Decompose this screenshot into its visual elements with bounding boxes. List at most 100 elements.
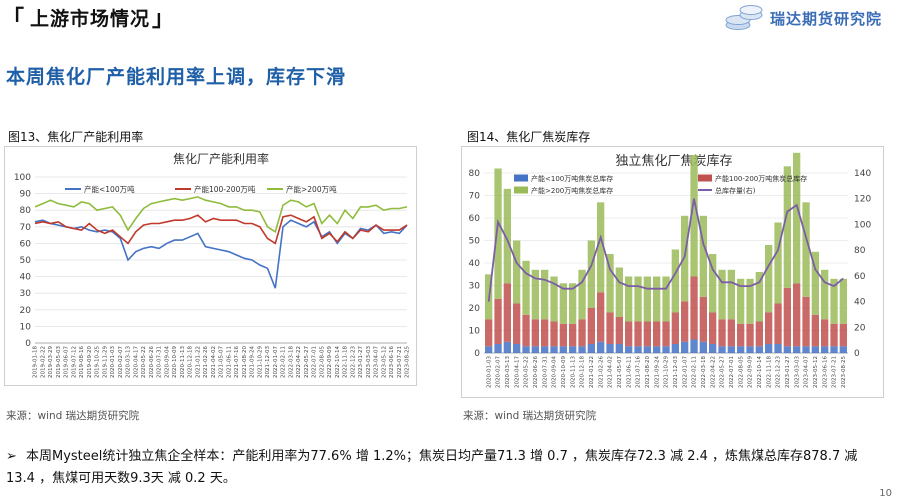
bar-2	[774, 303, 782, 344]
bar-3	[830, 278, 838, 324]
x-tick-label: 2022-11-18	[343, 346, 349, 378]
figure-14-caption: 图14、焦化厂焦炭库存	[467, 130, 591, 144]
x-tick-label: 2020-10-09	[172, 346, 178, 378]
x-tick-label: 2021-02-26	[203, 346, 209, 378]
legend-label: 产能<100万吨焦炭总库存	[531, 174, 613, 183]
bar-2	[709, 312, 717, 344]
bar-2	[671, 312, 679, 344]
company-logo: 瑞达期货研究院	[724, 4, 882, 32]
y-tick-label: 10	[469, 327, 481, 337]
bar-2	[821, 319, 829, 347]
x-tick-label: 2020-03-13	[505, 356, 511, 388]
bar-3	[709, 254, 717, 313]
x-tick-label: 2022-09-09	[327, 346, 333, 378]
bar-1	[765, 344, 773, 353]
bar-3	[746, 278, 754, 324]
y-tick-label: 70	[469, 192, 481, 202]
y-tick-label: 40	[20, 273, 32, 283]
y-tick-label: 50	[20, 256, 32, 266]
summary-text: 本周Mysteel统计独立焦企全样本：产能利用率为77.6% 增 1.2%；焦炭…	[6, 449, 858, 486]
x-tick-label: 2019-07-12	[71, 346, 77, 378]
chart-title: 独立焦化厂焦炭库存	[615, 153, 732, 169]
bar-2	[755, 321, 763, 347]
bar-3	[727, 269, 735, 320]
title-bracket: 「	[2, 7, 25, 32]
figure-13-source: 来源：wind 瑞达期货研究院	[6, 410, 140, 422]
bar-2	[485, 319, 493, 347]
bar-1	[485, 346, 493, 354]
bar-3	[737, 278, 745, 324]
x-tick-label: 2020-05-22	[524, 356, 530, 388]
logo-text: 瑞达期货研究院	[769, 9, 882, 28]
bar-2	[699, 296, 707, 342]
bar-1	[578, 346, 586, 354]
bar-3	[606, 254, 614, 313]
bar-2	[597, 292, 605, 342]
bar-1	[662, 346, 670, 354]
bar-3	[671, 249, 679, 313]
bar-1	[494, 344, 502, 353]
bar-3	[643, 276, 651, 322]
bar-3	[681, 215, 689, 302]
x-tick-label: 2020-01-03	[486, 356, 492, 388]
bar-2	[681, 301, 689, 342]
x-tick-label: 2022-07-01	[729, 356, 735, 388]
x-tick-label: 2020-11-13	[570, 356, 576, 388]
coke-inventory-chart: 独立焦化厂焦炭库存 0 10 20 30 40 50 60 70 80 0 20 40 60 80 100 12…	[469, 152, 871, 388]
bar-2	[802, 296, 810, 347]
x-tick-label: 2022-07-01	[312, 346, 318, 378]
bar-3	[755, 272, 763, 322]
x-tick-label: 2021-08-20	[242, 346, 248, 378]
bar-3	[522, 260, 530, 315]
x-tick-label: 2021-04-02	[608, 356, 614, 388]
headline: 本周焦化厂产能利用率上调，库存下滑	[6, 66, 347, 88]
bar-1	[699, 341, 707, 354]
bar-2	[606, 312, 614, 344]
bar-1	[783, 346, 791, 354]
x-tick-label: 2023-04-07	[804, 356, 810, 388]
bar-3	[531, 269, 539, 320]
bar-2	[662, 321, 670, 347]
figure-13-caption: 图13、焦化厂产能利用率	[8, 130, 144, 144]
bar-1	[559, 346, 567, 354]
bar-1	[737, 346, 745, 354]
bar-2	[569, 323, 577, 347]
bar-1	[709, 344, 717, 353]
bar-2	[625, 321, 633, 347]
bar-1	[727, 346, 735, 354]
bar-3	[821, 269, 829, 320]
bar-2	[718, 319, 726, 347]
bar-3	[541, 269, 549, 320]
bar-1	[625, 346, 633, 354]
x-tick-label: 2022-12-23	[776, 356, 782, 388]
bar-2	[578, 319, 586, 347]
x-tick-label: 2019-10-25	[95, 346, 101, 378]
y-tick-label: 20	[469, 304, 481, 314]
x-tick-label: 2023-06-16	[822, 356, 828, 388]
x-tick-label: 2021-07-16	[636, 356, 642, 388]
y-tick-label: 60	[20, 239, 32, 249]
bar-2	[494, 299, 502, 344]
legend-label: 产能>200万吨	[286, 184, 337, 194]
x-tick-label: 2022-10-14	[757, 356, 763, 388]
x-tick-label: 2021-06-11	[226, 346, 232, 378]
bar-3	[559, 283, 567, 324]
bar-1	[811, 346, 819, 354]
x-tick-label: 2019-11-29	[102, 346, 108, 378]
x-tick-label: 2020-09-04	[164, 346, 170, 378]
bar-1	[653, 346, 661, 354]
bar-2	[727, 319, 735, 347]
x-tick-label: 2023-05-12	[813, 356, 819, 388]
bar-2	[839, 323, 847, 347]
bar-3	[550, 276, 558, 322]
bar-3	[578, 269, 586, 320]
x-tick-label: 2022-05-27	[720, 356, 726, 388]
x-tick-label: 2020-06-26	[533, 356, 539, 388]
bar-3	[699, 215, 707, 297]
y-tick-label: 0	[474, 349, 480, 359]
x-tick-label: 2021-06-11	[626, 356, 632, 388]
x-tick-label: 2021-10-29	[664, 356, 670, 388]
bar-2	[522, 314, 530, 347]
x-tick-label: 2022-11-18	[766, 356, 772, 388]
y-tick-label: 100	[14, 173, 31, 183]
